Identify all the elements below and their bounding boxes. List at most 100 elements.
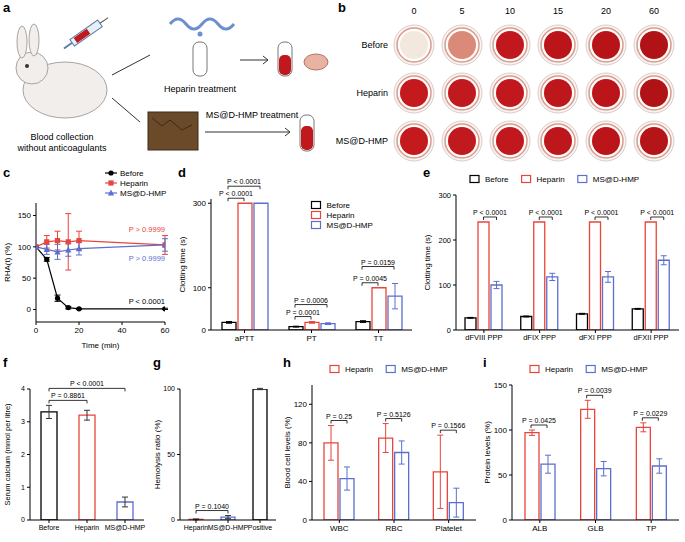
- svg-text:100: 100: [18, 243, 32, 252]
- svg-text:TP: TP: [646, 524, 656, 533]
- svg-text:Before: Before: [361, 40, 388, 50]
- svg-text:MS@D-HMP: MS@D-HMP: [401, 365, 447, 374]
- svg-text:300: 300: [438, 191, 451, 200]
- svg-text:Heparin: Heparin: [75, 524, 100, 532]
- svg-text:PT: PT: [306, 334, 316, 343]
- svg-text:Heparin: Heparin: [537, 175, 565, 184]
- svg-text:20: 20: [601, 6, 611, 16]
- svg-text:aPTT: aPTT: [235, 334, 255, 343]
- svg-text:Heparin treatment: Heparin treatment: [164, 84, 237, 94]
- svg-text:120: 120: [294, 400, 308, 409]
- svg-text:Before: Before: [120, 169, 144, 178]
- svg-text:0: 0: [411, 6, 416, 16]
- svg-text:Clotting time (s): Clotting time (s): [423, 234, 432, 290]
- svg-text:Heparin: Heparin: [327, 211, 355, 220]
- svg-text:P < 0.0001: P < 0.0001: [70, 380, 104, 387]
- svg-text:150: 150: [18, 211, 32, 220]
- svg-text:MS@D-HMP treatment: MS@D-HMP treatment: [206, 110, 299, 120]
- svg-text:P > 0.9999: P > 0.9999: [129, 254, 165, 263]
- svg-text:P < 0.0001: P < 0.0001: [640, 209, 674, 216]
- svg-text:MS@D-HMP: MS@D-HMP: [208, 524, 249, 531]
- svg-text:50: 50: [22, 274, 31, 283]
- svg-text:P > 0.9999: P > 0.9999: [129, 225, 165, 234]
- svg-text:P = 0.0001: P = 0.0001: [286, 309, 320, 316]
- svg-text:0: 0: [27, 305, 32, 314]
- svg-text:Heparin: Heparin: [356, 88, 388, 98]
- svg-text:Hemolysis ratio (%): Hemolysis ratio (%): [153, 419, 162, 489]
- svg-text:P < 0.0001: P < 0.0001: [129, 297, 165, 306]
- svg-text:3: 3: [21, 418, 25, 425]
- svg-text:MS@D-HMP: MS@D-HMP: [336, 136, 388, 146]
- svg-text:300: 300: [193, 199, 207, 208]
- svg-text:RBC: RBC: [386, 524, 403, 533]
- svg-text:50: 50: [167, 451, 175, 458]
- svg-text:dFXI PPP: dFXI PPP: [579, 333, 612, 342]
- svg-text:P < 0.0001: P < 0.0001: [529, 209, 563, 216]
- svg-text:60: 60: [649, 6, 659, 16]
- svg-text:0: 0: [171, 516, 175, 523]
- svg-text:ALB: ALB: [532, 524, 547, 533]
- svg-text:Blood cell levels (%): Blood cell levels (%): [283, 416, 292, 488]
- svg-text:0: 0: [503, 516, 508, 525]
- svg-text:Protein levels (%): Protein levels (%): [483, 421, 492, 484]
- svg-text:1: 1: [21, 484, 25, 491]
- svg-text:50: 50: [498, 471, 507, 480]
- svg-text:Time (min): Time (min): [82, 341, 120, 350]
- svg-text:TT: TT: [374, 334, 384, 343]
- svg-text:0: 0: [447, 326, 451, 335]
- svg-text:P = 0.0229: P = 0.0229: [633, 410, 667, 417]
- svg-text:5: 5: [459, 6, 464, 16]
- svg-text:P = 0.0425: P = 0.0425: [522, 417, 556, 424]
- svg-text:0: 0: [21, 516, 25, 523]
- svg-text:0: 0: [34, 326, 39, 335]
- svg-text:P = 0.0045: P = 0.0045: [353, 275, 387, 282]
- svg-text:P < 0.0001: P < 0.0001: [585, 209, 619, 216]
- svg-text:Platelet: Platelet: [435, 524, 462, 533]
- svg-text:60: 60: [161, 326, 170, 335]
- svg-text:a: a: [8, 0, 11, 15]
- svg-text:P = 0.25: P = 0.25: [326, 413, 352, 420]
- svg-text:P = 0.1566: P = 0.1566: [431, 422, 465, 429]
- svg-text:100: 100: [494, 426, 508, 435]
- svg-text:P = 0.0039: P = 0.0039: [578, 387, 612, 394]
- svg-text:0: 0: [202, 326, 207, 335]
- svg-text:P < 0.0001: P < 0.0001: [219, 190, 253, 197]
- svg-text:150: 150: [494, 381, 508, 390]
- svg-text:P = 0.8861: P = 0.8861: [51, 392, 85, 399]
- svg-text:4: 4: [21, 385, 25, 392]
- svg-text:100: 100: [193, 284, 207, 293]
- svg-text:e: e: [423, 165, 430, 180]
- svg-text:0: 0: [303, 516, 308, 525]
- svg-text:i: i: [483, 355, 487, 370]
- svg-text:Blood collection: Blood collection: [30, 132, 93, 142]
- svg-text:100: 100: [438, 281, 451, 290]
- svg-text:P < 0.0001: P < 0.0001: [473, 209, 507, 216]
- svg-text:RHA(t) (%): RHA(t) (%): [8, 243, 12, 282]
- svg-text:Before: Before: [327, 201, 351, 210]
- svg-text:MS@D-HMP: MS@D-HMP: [120, 189, 166, 198]
- svg-text:GLB: GLB: [587, 524, 603, 533]
- svg-text:100: 100: [163, 385, 175, 392]
- svg-text:Heparin: Heparin: [545, 365, 573, 374]
- svg-text:MS@D-HMP: MS@D-HMP: [593, 175, 639, 184]
- svg-text:80: 80: [298, 439, 307, 448]
- svg-text:WBC: WBC: [330, 524, 349, 533]
- svg-text:MS@D-HMP: MS@D-HMP: [105, 524, 146, 531]
- svg-text:without anticoagulants: without anticoagulants: [16, 143, 107, 153]
- svg-text:Positive: Positive: [248, 524, 273, 531]
- svg-text:P = 0.5126: P = 0.5126: [377, 411, 411, 418]
- svg-text:dFIX PPP: dFIX PPP: [523, 333, 556, 342]
- svg-text:Heparin: Heparin: [184, 524, 209, 532]
- svg-text:Before: Before: [39, 524, 60, 531]
- svg-text:40: 40: [118, 326, 127, 335]
- svg-text:10: 10: [505, 6, 515, 16]
- svg-text:P = 0.0006: P = 0.0006: [294, 297, 328, 304]
- svg-text:d: d: [178, 165, 186, 180]
- svg-text:Clotting time (s): Clotting time (s): [178, 236, 187, 292]
- svg-text:Before: Before: [485, 175, 509, 184]
- svg-text:P = 0.0159: P = 0.0159: [361, 259, 395, 266]
- svg-text:40: 40: [298, 477, 307, 486]
- svg-text:g: g: [153, 355, 161, 370]
- svg-text:h: h: [283, 355, 291, 370]
- svg-text:dFXII PPP: dFXII PPP: [634, 333, 669, 342]
